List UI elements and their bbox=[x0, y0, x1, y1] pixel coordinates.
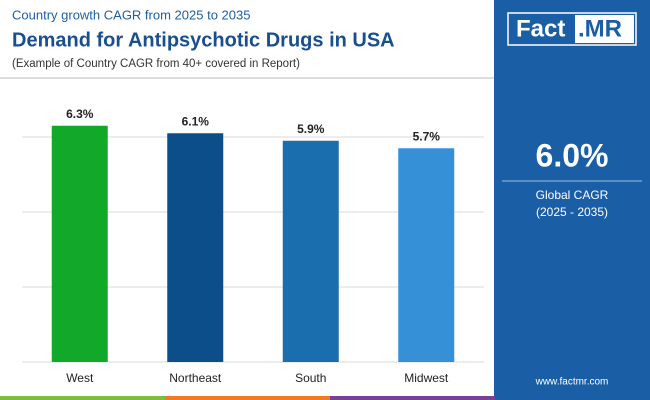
subtitle: (Example of Country CAGR from 40+ covere… bbox=[12, 58, 300, 70]
footer-strip bbox=[495, 396, 650, 400]
bar bbox=[167, 133, 224, 362]
global-label: Global CAGR bbox=[536, 188, 609, 202]
x-tick-label: Midwest bbox=[404, 371, 449, 385]
value-label: 6.3% bbox=[66, 107, 94, 121]
logo-frame bbox=[507, 12, 637, 46]
x-tick-label: South bbox=[295, 371, 326, 385]
value-label: 6.1% bbox=[182, 114, 210, 128]
bar bbox=[282, 140, 339, 362]
logo-box bbox=[575, 15, 634, 43]
website: www.factmr.com bbox=[535, 377, 609, 388]
bar bbox=[398, 148, 455, 362]
kicker: Country growth CAGR from 2025 to 2035 bbox=[12, 7, 250, 22]
chart-title: Demand for Antipsychotic Drugs in USA bbox=[12, 29, 395, 51]
x-tick-label: Northeast bbox=[169, 371, 222, 385]
bar bbox=[51, 125, 108, 362]
value-label: 5.7% bbox=[413, 129, 441, 143]
footer-strip bbox=[165, 396, 330, 400]
footer-strip bbox=[330, 396, 495, 400]
sidebar bbox=[494, 0, 650, 400]
global-value: 6.0% bbox=[536, 137, 609, 173]
footer-strip bbox=[0, 396, 165, 400]
logo-right: .MR bbox=[578, 15, 622, 42]
logo-left: Fact bbox=[516, 15, 565, 42]
value-label: 5.9% bbox=[297, 122, 325, 136]
global-period: (2025 - 2035) bbox=[536, 205, 608, 219]
x-tick-label: West bbox=[66, 371, 94, 385]
